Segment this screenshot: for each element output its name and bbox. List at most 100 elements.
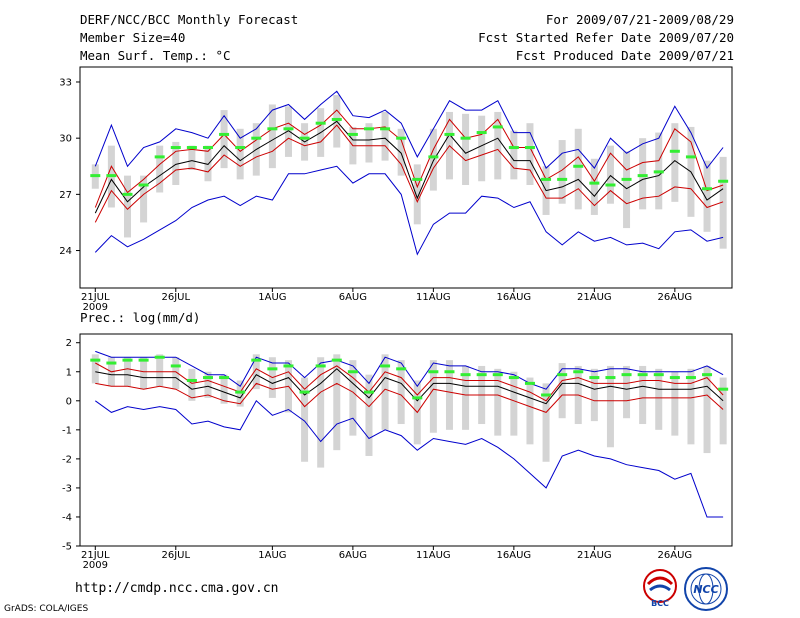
control-marker — [557, 177, 568, 181]
spread-bar — [91, 354, 99, 384]
x-tick-label: 6AUG — [339, 550, 367, 561]
spread-bar — [639, 138, 647, 210]
spread-bar — [671, 123, 679, 202]
y-tick-label: 30 — [59, 134, 72, 145]
x-year-label: 2009 — [83, 560, 108, 571]
fcst-started-date: Fcst Started Refer Date 2009/07/20 — [478, 30, 734, 45]
control-marker — [621, 373, 632, 377]
spread-bar — [703, 365, 711, 454]
lower-line — [95, 382, 724, 414]
control-marker — [299, 136, 310, 140]
spread-bar — [462, 365, 470, 430]
y-tick-label: -5 — [62, 542, 72, 553]
control-marker — [541, 177, 552, 181]
y-tick-label: 33 — [59, 77, 72, 88]
x-tick-label: 11AUG — [416, 292, 451, 303]
spread-bar — [397, 360, 405, 425]
control-marker — [702, 187, 713, 191]
control-marker — [621, 177, 632, 181]
spread-bar — [542, 383, 550, 462]
control-marker — [331, 117, 342, 121]
control-marker — [90, 358, 101, 362]
spread-bar — [397, 128, 405, 176]
spread-bar — [494, 368, 502, 436]
control-marker — [541, 393, 552, 397]
variable-label: Mean Surf. Temp.: °C — [80, 48, 231, 63]
control-marker — [685, 155, 696, 159]
spread-bar — [494, 111, 502, 180]
x-tick-label: 1AUG — [258, 550, 286, 561]
control-marker — [444, 132, 455, 136]
spread-bar — [172, 141, 180, 185]
spread-bar — [381, 111, 389, 161]
x-tick-label: 21AUG — [577, 292, 612, 303]
control-marker — [154, 155, 165, 159]
spread-bar — [558, 363, 566, 419]
control-marker — [605, 183, 616, 187]
y-tick-label: -3 — [62, 483, 72, 494]
spread-bar — [172, 357, 180, 390]
control-marker — [363, 390, 374, 394]
spread-bar — [703, 160, 711, 232]
min-line — [94, 165, 724, 256]
control-marker — [122, 192, 133, 196]
control-marker — [428, 370, 439, 374]
x-tick-label: 21JUL — [81, 550, 110, 561]
spread-bar — [236, 128, 244, 180]
y-tick-label: 24 — [59, 246, 72, 257]
spread-bar — [156, 354, 164, 387]
spread-bar — [204, 371, 212, 398]
control-marker — [186, 146, 197, 150]
control-marker — [492, 125, 503, 129]
spread-bar — [623, 151, 631, 229]
y-tick-label: -2 — [62, 454, 72, 465]
spread-bar — [719, 156, 727, 249]
spread-bar — [462, 113, 470, 185]
control-marker — [219, 132, 230, 136]
spread-bar — [123, 175, 131, 238]
spread-bar — [252, 354, 260, 390]
control-marker — [90, 174, 101, 178]
mean-line — [95, 368, 724, 405]
max-line — [94, 90, 724, 170]
x-tick-label: 6AUG — [339, 292, 367, 303]
y-tick-label: -1 — [62, 425, 72, 436]
spread-bar — [381, 354, 389, 430]
control-marker — [605, 376, 616, 380]
forecast-period: For 2009/07/21-2009/08/29 — [545, 12, 734, 27]
y-tick-label: 27 — [59, 190, 72, 201]
spread-bar — [284, 106, 292, 157]
control-marker — [718, 179, 729, 183]
source-url[interactable]: http://cmdp.ncc.cma.gov.cn — [75, 581, 279, 596]
ncc-logo-text: NCC — [693, 583, 718, 596]
control-marker — [283, 127, 294, 131]
control-marker — [589, 376, 600, 380]
control-marker — [251, 136, 262, 140]
bcc-logo-text: BCC — [651, 599, 669, 608]
spread-bar — [719, 377, 727, 445]
precip-title: Prec.: log(mm/d) — [80, 310, 200, 325]
control-marker — [669, 149, 680, 153]
spread-bar — [623, 365, 631, 419]
spread-bar — [204, 145, 212, 182]
y-tick-label: 1 — [66, 367, 72, 378]
spread-bar — [606, 365, 614, 448]
control-marker — [170, 146, 181, 150]
max-line — [95, 350, 724, 390]
control-marker — [202, 146, 213, 150]
control-marker — [267, 127, 278, 131]
spread-bar — [220, 110, 228, 169]
control-marker — [653, 373, 664, 377]
spread-bar — [445, 360, 453, 430]
spread-bar — [268, 104, 276, 169]
control-marker — [315, 121, 326, 125]
control-marker — [508, 376, 519, 380]
member-size: Member Size=40 — [80, 30, 186, 45]
x-tick-label: 26AUG — [658, 292, 693, 303]
control-marker — [573, 164, 584, 168]
control-marker — [235, 146, 246, 150]
x-tick-label: 26JUL — [161, 292, 190, 303]
spread-bar — [429, 360, 437, 433]
control-marker — [444, 370, 455, 374]
spread-bar — [687, 368, 695, 445]
